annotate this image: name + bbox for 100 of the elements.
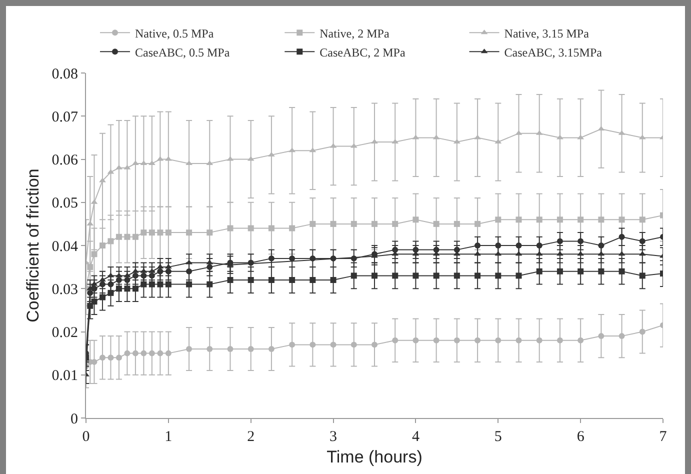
point (639, 238, 646, 244)
point (157, 350, 164, 356)
point (310, 342, 316, 348)
point (350, 272, 357, 279)
point (165, 350, 172, 356)
point (140, 281, 147, 288)
y-tick-label: 0 (70, 411, 78, 428)
point (108, 238, 114, 244)
point (330, 342, 336, 348)
point (157, 281, 164, 288)
point (454, 337, 460, 344)
point (578, 337, 584, 344)
point (578, 216, 584, 223)
point (186, 160, 192, 166)
point (330, 277, 336, 283)
point (372, 342, 378, 348)
point (412, 272, 419, 279)
point (556, 134, 564, 140)
point (165, 281, 172, 288)
x-tick-label: 4 (412, 429, 420, 445)
point (289, 277, 296, 283)
point (578, 268, 584, 274)
legend-label: CaseABC, 3.15MPa (504, 45, 603, 60)
point (536, 337, 542, 344)
point (556, 268, 563, 274)
point (372, 272, 378, 279)
point (99, 294, 106, 300)
point (556, 337, 563, 344)
point (268, 225, 274, 232)
point (433, 337, 440, 344)
point (268, 277, 274, 283)
legend-label: CaseABC, 0.5 MPa (135, 45, 230, 60)
point (132, 286, 138, 292)
point (248, 277, 254, 283)
y-tick-label: 0.05 (52, 196, 78, 212)
point (206, 281, 213, 288)
point (227, 277, 234, 283)
y-tick-label: 0.04 (52, 238, 78, 255)
point (140, 230, 147, 236)
point (536, 216, 542, 223)
point (618, 268, 625, 274)
point (536, 268, 542, 274)
point (99, 178, 106, 182)
legend-label: Native, 2 MPa (320, 26, 390, 40)
y-tick-label: 0.02 (52, 325, 78, 341)
point (495, 272, 502, 279)
point (248, 225, 254, 232)
point (618, 234, 625, 240)
point (248, 346, 254, 352)
point (132, 268, 139, 273)
point (454, 272, 460, 279)
point (310, 277, 316, 283)
y-axis-title: Coefficient of friction (23, 168, 42, 322)
point (268, 152, 275, 156)
point (372, 220, 378, 227)
point (516, 337, 522, 344)
point (148, 230, 155, 236)
point (598, 333, 604, 340)
x-axis-title: Time (hours) (326, 447, 422, 466)
point (132, 234, 138, 240)
point (227, 346, 234, 352)
point (157, 230, 164, 236)
point (474, 272, 481, 279)
point (99, 242, 106, 248)
point (268, 255, 274, 262)
y-tick-label: 0.06 (52, 152, 78, 168)
point (91, 298, 98, 305)
point (639, 328, 646, 335)
point (556, 251, 564, 256)
x-tick-label: 7 (659, 429, 668, 445)
point (639, 216, 646, 223)
point (474, 134, 481, 140)
point (618, 216, 625, 223)
point (474, 251, 481, 256)
point (148, 350, 155, 356)
point (433, 220, 440, 227)
point (186, 281, 192, 288)
point (350, 342, 357, 348)
point (495, 337, 502, 344)
legend-label: Native, 0.5 MPa (135, 26, 214, 40)
point (206, 230, 213, 236)
x-tick-label: 5 (494, 429, 502, 445)
point (132, 350, 138, 356)
y-tick-label: 0.01 (52, 368, 78, 384)
point (433, 272, 440, 279)
point (310, 220, 316, 227)
point (392, 272, 398, 279)
point (454, 220, 460, 227)
point (116, 164, 122, 170)
point (412, 216, 419, 223)
x-tick-label: 1 (164, 429, 172, 445)
point (495, 216, 502, 223)
x-tick-label: 2 (247, 429, 255, 445)
x-tick-label: 0 (82, 429, 90, 445)
point (99, 354, 106, 361)
y-tick-label: 0.03 (52, 282, 78, 298)
point (516, 272, 522, 279)
point (148, 281, 155, 288)
point (124, 286, 130, 292)
y-tick-label: 0.08 (52, 66, 78, 82)
